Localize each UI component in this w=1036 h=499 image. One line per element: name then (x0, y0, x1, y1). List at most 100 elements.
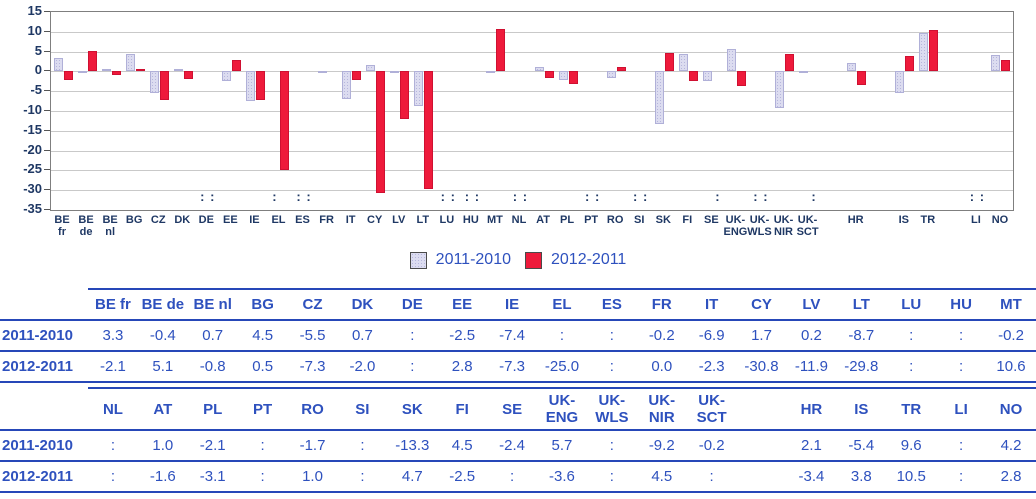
table-header-row: NL AT PL PT RO SI SK FI SE UK- ENG UK- WLS UK- NIR U… (0, 387, 1036, 431)
bar-2012-2011 (496, 29, 506, 72)
table-cell: -5.5 (287, 320, 338, 352)
y-axis-label: 0 (34, 62, 42, 78)
table-header-cell: AT (137, 387, 188, 431)
table-header-cell: EE (437, 288, 488, 321)
bar-2011-2010 (558, 71, 568, 80)
table-header-cell: FR (636, 288, 687, 321)
bar-2012-2011 (664, 52, 674, 72)
table-row-label: 2011-2010 (0, 320, 88, 352)
missing-data-marker: : (594, 189, 600, 204)
table-cell: -2.1 (88, 351, 138, 383)
table-cell: : (88, 430, 138, 462)
table-cell: -2.0 (337, 351, 388, 383)
table-cell: -5.4 (836, 430, 887, 462)
table-header-cell: PT (237, 387, 288, 431)
table-header-cell: EL (537, 288, 587, 321)
table-cell: 1.0 (137, 430, 188, 462)
table-header-cell: SK (387, 387, 438, 431)
table-cell: 3.3 (88, 320, 138, 352)
bar-2012-2011 (87, 51, 97, 72)
bar-2011-2010 (390, 70, 400, 73)
table-cell: -25.0 (537, 351, 587, 383)
table-cell: -29.8 (836, 351, 887, 383)
table-cell: 0.5 (237, 351, 288, 383)
x-axis-label: BE fr (54, 214, 70, 238)
table-header-cell: ES (586, 288, 637, 321)
table-cell: -7.4 (487, 320, 538, 352)
y-axis-tick (44, 90, 50, 92)
table-cell: 4.5 (636, 461, 687, 493)
y-axis-label: 15 (27, 3, 42, 18)
table-cell: 10.6 (986, 351, 1036, 383)
table-cell: -1.7 (287, 430, 338, 462)
table-corner-cell (0, 289, 88, 321)
x-axis-label: BE nl (102, 214, 118, 238)
y-axis-label: -25 (23, 161, 42, 177)
table-cell: : (88, 461, 138, 493)
table-cell: -3.1 (187, 461, 238, 493)
table-cell: 4.5 (237, 320, 288, 352)
table-cell: -2.4 (487, 430, 538, 462)
table-header-cell: UK- ENG (537, 387, 587, 431)
table-header-cell: LV (786, 288, 837, 321)
table-header-cell: BE de (137, 288, 188, 321)
table-cell: : (936, 351, 987, 383)
y-axis-tick (44, 189, 50, 191)
x-axis-label: LU (439, 214, 455, 226)
x-axis-label: AT (536, 214, 550, 226)
table-cell: -2.5 (437, 461, 488, 493)
x-axis-label: NL (511, 214, 527, 226)
table-cell: 1.0 (287, 461, 338, 493)
table-header-cell: LI (936, 387, 987, 431)
bar-2011-2010 (775, 71, 785, 108)
table-cell: -8.7 (836, 320, 887, 352)
legend-label: 2011-2010 (435, 251, 511, 268)
table-cell: 9.6 (886, 430, 937, 462)
table-cell: : (237, 430, 288, 462)
table-cell: : (586, 320, 637, 352)
bar-2012-2011 (688, 71, 698, 82)
bar-2012-2011 (785, 53, 795, 72)
bar-2012-2011 (255, 71, 265, 101)
bar-2011-2010 (149, 71, 159, 94)
table-header-cell: SI (337, 387, 388, 431)
missing-data-marker: : (584, 189, 590, 204)
bar-2011-2010 (606, 71, 616, 79)
table-header-cell: NO (986, 387, 1036, 431)
table-cell: -3.4 (786, 461, 837, 493)
x-axis-label: UK- NIR (773, 214, 794, 238)
table-cell: : (586, 351, 637, 383)
missing-data-marker: : (464, 189, 470, 204)
table-cell: 2.1 (786, 430, 837, 462)
table-cell: -3.6 (537, 461, 587, 493)
table-row: 2012-2011 -2.1 5.1 -0.8 0.5 -7.3 -2.0:2.8 -7.3-… (0, 351, 1036, 383)
bar-2011-2010 (125, 53, 135, 72)
table-cell: : (886, 351, 937, 383)
bar-2011-2010 (534, 67, 544, 72)
table-header-cell: IE (487, 288, 538, 321)
gridline (51, 111, 1013, 112)
missing-data-marker: : (306, 189, 311, 204)
gridline (51, 71, 1013, 73)
x-axis-label: HR (847, 214, 864, 226)
gridline (51, 190, 1013, 192)
table-cell: : (936, 320, 987, 352)
x-axis-label: DE (198, 214, 214, 226)
bar-2012-2011 (376, 71, 386, 194)
table-cell: : (337, 430, 388, 462)
table-cell: 1.7 (736, 320, 787, 352)
table-cell: -1.6 (137, 461, 188, 493)
missing-data-marker: : (296, 189, 301, 204)
x-axis-label: UK- ENG (723, 214, 748, 238)
x-axis-label: CY (367, 214, 383, 226)
x-axis-label: TR (920, 214, 936, 226)
y-axis-tick (44, 169, 50, 171)
legend-label: 2012-2011 (551, 251, 627, 268)
bar-2012-2011 (63, 71, 73, 80)
table-cell: : (337, 461, 388, 493)
y-axis-tick (44, 50, 50, 52)
table-header-cell (736, 387, 787, 431)
gridline (51, 170, 1013, 172)
bar-2011-2010 (366, 64, 376, 72)
bar-2012-2011 (857, 71, 867, 85)
